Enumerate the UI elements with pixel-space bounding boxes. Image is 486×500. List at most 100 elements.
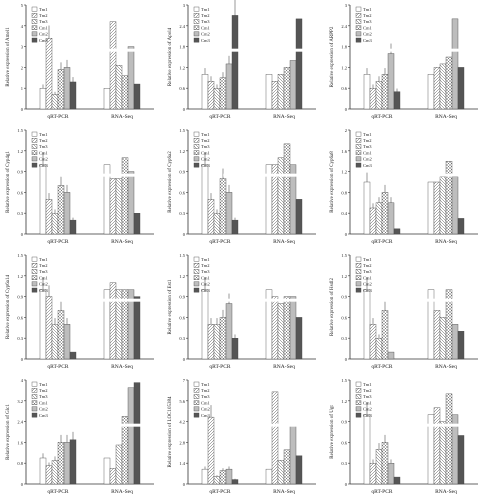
legend-label-tm3: Tm3 bbox=[363, 19, 372, 24]
bar-cm1-qrt-pcr bbox=[57, 310, 65, 360]
legend-swatch-tm1 bbox=[355, 256, 362, 262]
y-tick-label: 0.6 bbox=[17, 315, 23, 320]
y-tick-label: 0.6 bbox=[341, 440, 347, 445]
y-tick-label: 0 bbox=[345, 232, 348, 237]
legend-label-tm3: Tm3 bbox=[39, 144, 48, 149]
legend-label-cm2: Cm2 bbox=[201, 32, 210, 37]
axis-break bbox=[223, 48, 313, 52]
chart-panel-1: 0 1 2 3 4 5 Relative expression of Amel1 qRT-PC… bbox=[6, 3, 154, 120]
legend-label-tm3: Tm3 bbox=[39, 269, 48, 274]
legend-swatch-tm1 bbox=[31, 381, 38, 387]
bar-cm3-rna-seq bbox=[295, 317, 303, 360]
x-tick-label: qRT-PCR bbox=[371, 114, 393, 120]
legend-swatch-cm2 bbox=[31, 31, 38, 37]
legend-swatch-cm1 bbox=[355, 275, 362, 281]
y-tick-label: 1.2 bbox=[341, 274, 347, 279]
y-tick-label: 2 bbox=[21, 65, 23, 70]
bar-tm1-qrt-pcr bbox=[201, 74, 209, 110]
legend-label-tm3: Tm3 bbox=[363, 269, 372, 274]
legend-label-tm1: Tm1 bbox=[201, 257, 210, 262]
y-tick-label: 0.8 bbox=[341, 190, 347, 195]
y-tick-label: 1.5 bbox=[179, 128, 185, 133]
bar-tm3-rna-seq bbox=[115, 444, 123, 485]
bar-tm3-rna-seq bbox=[439, 176, 447, 235]
bar-tm2-rna-seq bbox=[433, 181, 441, 235]
y-tick-label: 0 bbox=[21, 482, 24, 487]
y-tick-label: 0.9 bbox=[341, 295, 347, 300]
bar-tm1-qrt-pcr bbox=[39, 164, 47, 235]
y-tick-label: 0.3 bbox=[17, 336, 23, 341]
axis-break bbox=[385, 48, 475, 52]
bar-cm1-rna-seq bbox=[121, 75, 129, 110]
legend-label-tm2: Tm2 bbox=[201, 138, 210, 143]
bar-cm3-rna-seq bbox=[457, 435, 465, 485]
axis-break bbox=[223, 298, 313, 302]
y-tick-label: 1.2 bbox=[179, 65, 185, 70]
y-axis-label: Relative expression of Amel1 bbox=[6, 27, 11, 87]
bar-cm2-qrt-pcr bbox=[63, 324, 71, 360]
legend-label-cm2: Cm2 bbox=[363, 407, 372, 412]
bar-tm2-qrt-pcr bbox=[369, 463, 377, 485]
y-tick-label: 2.4 bbox=[341, 24, 347, 29]
bar-tm2-rna-seq bbox=[109, 282, 117, 360]
x-tick-label: RNA-Seq bbox=[273, 364, 295, 370]
y-tick-label: 0 bbox=[345, 107, 348, 112]
legend-label-cm1: Cm1 bbox=[363, 25, 372, 30]
x-tick-label: qRT-PCR bbox=[209, 364, 231, 370]
bar-cm3-rna-seq bbox=[133, 382, 141, 485]
bar-tm2-rna-seq bbox=[271, 81, 279, 110]
legend-label-tm1: Tm1 bbox=[363, 7, 372, 12]
bar-cm3-rna-seq bbox=[295, 455, 303, 485]
bar-tm1-qrt-pcr bbox=[201, 164, 209, 235]
y-tick-label: 1.5 bbox=[17, 128, 23, 133]
y-tick-label: 0.3 bbox=[179, 336, 185, 341]
bar-tm2-qrt-pcr bbox=[207, 81, 215, 110]
y-tick-label: 2.4 bbox=[17, 420, 23, 425]
legend-swatch-cm3 bbox=[31, 162, 38, 168]
legend-swatch-cm3 bbox=[193, 37, 200, 43]
bar-tm3-rna-seq bbox=[277, 460, 285, 485]
y-tick-label: 0.4 bbox=[341, 211, 347, 216]
y-tick-label: 0.9 bbox=[179, 295, 185, 300]
axis-break bbox=[61, 423, 151, 427]
x-tick-label: RNA-Seq bbox=[435, 489, 457, 495]
bar-cm3-rna-seq bbox=[133, 212, 141, 235]
bar-tm3-qrt-pcr bbox=[375, 338, 383, 360]
legend-label-cm3: Cm3 bbox=[39, 163, 49, 168]
y-axis-label: Relative expression of Cyp6a2 bbox=[168, 151, 173, 213]
bar-tm3-qrt-pcr bbox=[375, 81, 383, 110]
bar-cm1-rna-seq bbox=[283, 449, 291, 485]
legend-swatch-cm1 bbox=[355, 25, 362, 31]
bar-cm3-rna-seq bbox=[457, 67, 465, 110]
y-tick-label: 4.2 bbox=[179, 420, 185, 425]
legend-label-tm1: Tm1 bbox=[201, 382, 210, 387]
bar-cm2-rna-seq bbox=[289, 60, 297, 110]
legend-swatch-cm2 bbox=[31, 156, 38, 162]
legend-swatch-cm2 bbox=[31, 281, 38, 287]
bar-tm1-qrt-pcr bbox=[363, 181, 371, 235]
y-tick-label: 1.8 bbox=[179, 45, 185, 50]
legend-swatch-cm2 bbox=[355, 406, 362, 412]
legend-label-tm2: Tm2 bbox=[363, 138, 372, 143]
y-tick-label: 0.6 bbox=[179, 190, 185, 195]
bar-tm2-rna-seq bbox=[109, 178, 117, 235]
legend-swatch-cm1 bbox=[31, 150, 38, 156]
y-axis-label: Relative expression of Ugt bbox=[330, 405, 335, 459]
legend-swatch-tm2 bbox=[31, 388, 38, 393]
bar-cm3-qrt-pcr bbox=[393, 476, 401, 485]
legend-label-cm2: Cm2 bbox=[39, 282, 48, 287]
chart-panel-9: 0 0.3 0.6 0.9 1.2 1.5 Relative expression of H… bbox=[330, 253, 478, 370]
legend-swatch-cm3 bbox=[193, 287, 200, 293]
x-tick-label: RNA-Seq bbox=[435, 239, 457, 245]
legend-label-cm3: Cm3 bbox=[363, 288, 373, 293]
x-tick-label: qRT-PCR bbox=[47, 114, 69, 120]
legend-swatch-tm3 bbox=[355, 19, 362, 24]
bar-cm1-qrt-pcr bbox=[381, 192, 389, 235]
legend-label-tm1: Tm1 bbox=[363, 257, 372, 262]
bar-tm1-qrt-pcr bbox=[363, 289, 371, 360]
legend-label-tm1: Tm1 bbox=[39, 7, 48, 12]
bar-cm2-qrt-pcr bbox=[63, 67, 71, 110]
legend-swatch-tm3 bbox=[193, 269, 200, 274]
bar-cm2-rna-seq bbox=[289, 296, 297, 360]
axis-break bbox=[61, 48, 151, 52]
